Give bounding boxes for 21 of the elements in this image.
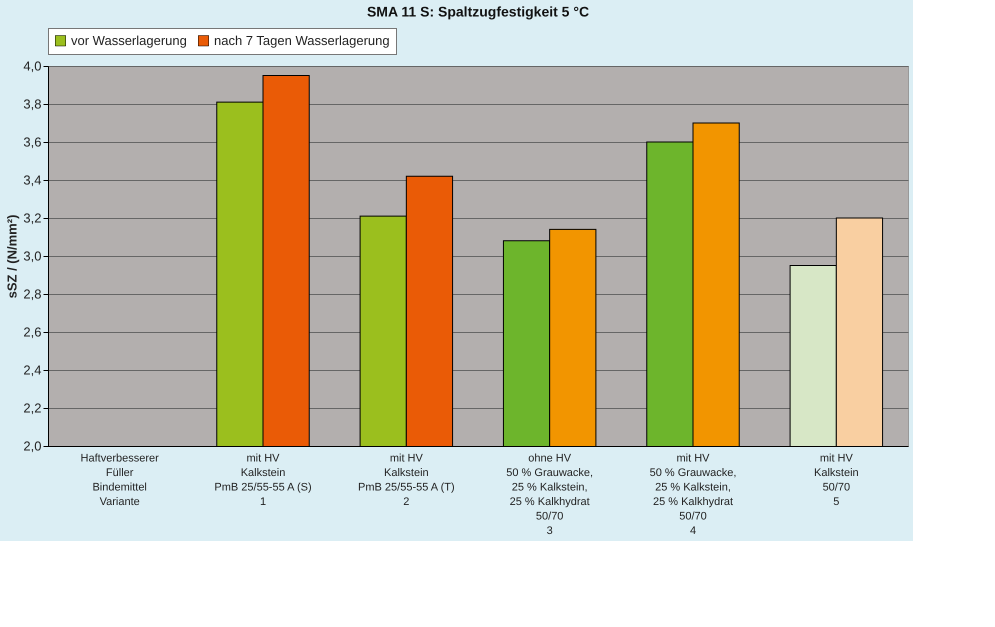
y-tick-label: 3,8 bbox=[23, 96, 42, 112]
legend-label: vor Wasserlagerung bbox=[71, 32, 187, 48]
x-tick-label: ohne HV 50 % Grauwacke, 25 % Kalkstein, 25 % Kalkhydrat 50/70 3 bbox=[506, 452, 594, 537]
x-tick-label: mit HV Kalkstein 50/70 5 bbox=[814, 452, 859, 508]
y-tick-label: 2,6 bbox=[23, 324, 42, 340]
y-tick-label: 3,0 bbox=[23, 248, 42, 264]
x-tick-label: mit HV Kalkstein PmB 25/55-55 A (S) 1 bbox=[214, 452, 312, 508]
y-tick-label: 2,2 bbox=[23, 400, 42, 416]
y-tick-label: 3,4 bbox=[23, 172, 42, 188]
x-tick-label: mit HV Kalkstein PmB 25/55-55 A (T) 2 bbox=[358, 452, 455, 508]
x-tick-label: Haftverbesserer Füller Bindemittel Variante bbox=[80, 452, 160, 508]
y-tick-label: 2,4 bbox=[23, 362, 42, 378]
y-tick-label: 3,2 bbox=[23, 210, 42, 226]
y-tick-label: 2,0 bbox=[23, 438, 42, 454]
y-tick-label: 3,6 bbox=[23, 134, 42, 150]
y-tick-label: 4,0 bbox=[23, 58, 42, 74]
x-tick-label: mit HV 50 % Grauwacke, 25 % Kalkstein, 25 % Kalkhydrat 50/70 4 bbox=[650, 452, 736, 537]
y-axis-title: sSZ / (N/mm²) bbox=[4, 214, 20, 298]
chart-title: SMA 11 S: Spaltzugfestigkeit 5 °C bbox=[366, 4, 590, 20]
y-tick-label: 2,8 bbox=[23, 286, 42, 302]
legend-label: nach 7 Tagen Wasserlagerung bbox=[214, 32, 390, 48]
